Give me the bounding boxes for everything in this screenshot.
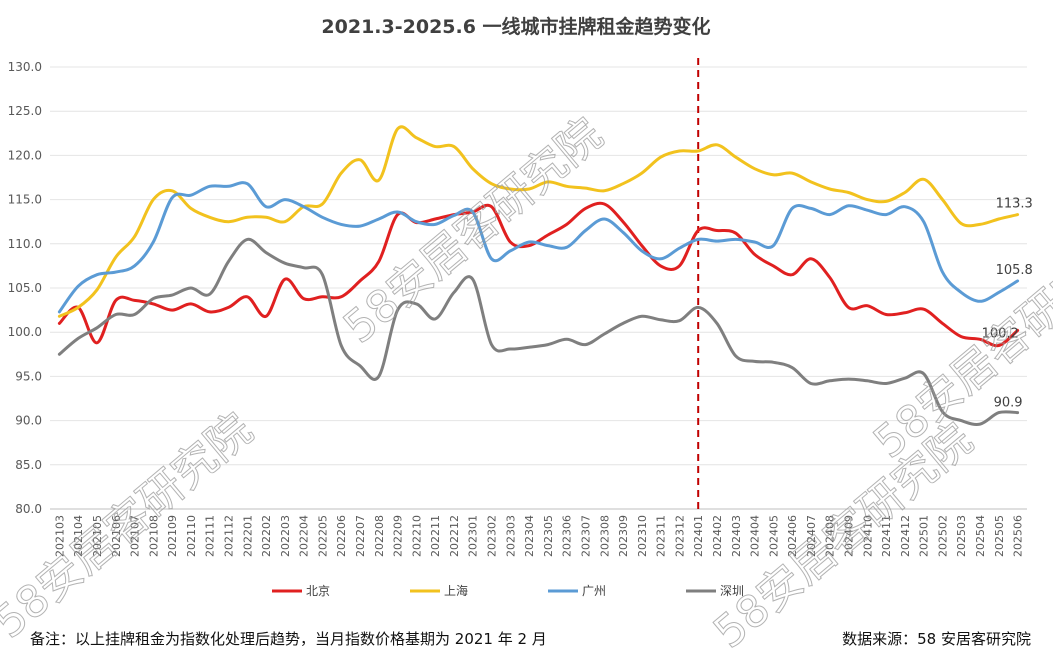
x-tick-label: 202105 — [91, 515, 104, 557]
x-tick-label: 202209 — [392, 515, 405, 557]
y-tick-label: 95.0 — [15, 369, 42, 383]
x-tick-label: 202205 — [316, 515, 329, 557]
x-tick-label: 202401 — [692, 515, 705, 557]
x-tick-label: 202410 — [861, 515, 874, 557]
end-labels: 100.2 113.3 105.8 90.9 — [982, 197, 1033, 411]
end-label: 105.8 — [996, 263, 1033, 278]
x-tick-label: 202504 — [974, 515, 987, 557]
x-tick-label: 202206 — [335, 515, 348, 557]
legend-label: 上海 — [444, 583, 468, 598]
legend-label: 深圳 — [720, 584, 744, 598]
x-tick-label: 202104 — [72, 515, 85, 557]
chart-title: 2021.3-2025.6 一线城市挂牌租金趋势变化 — [321, 15, 710, 38]
x-tick-label: 202311 — [655, 515, 668, 557]
x-tick-label: 202212 — [448, 515, 461, 557]
series-line-2 — [57, 181, 1020, 314]
y-tick-label: 115.0 — [8, 193, 42, 207]
footnote: 备注：以上挂牌租金为指数化处理后趋势，当月指数价格基期为 2021 年 2 月 — [30, 630, 547, 648]
series-line-0 — [57, 201, 1020, 348]
x-tick-label: 202204 — [298, 515, 311, 557]
series-line-1 — [57, 125, 1020, 318]
x-tick-label: 202208 — [373, 515, 386, 557]
x-tick-label: 202505 — [993, 515, 1006, 557]
x-tick-label: 202402 — [711, 515, 724, 557]
end-label: 100.2 — [982, 326, 1019, 341]
series-lines — [57, 125, 1020, 426]
data-source: 数据来源：58 安居客研究院 — [842, 630, 1031, 648]
x-tick-label: 202306 — [561, 515, 574, 557]
y-tick-label: 90.0 — [15, 414, 42, 428]
x-tick-label: 202211 — [429, 515, 442, 557]
x-tick-label: 202312 — [673, 515, 686, 557]
legend-label: 广州 — [582, 584, 606, 598]
end-label: 90.9 — [994, 396, 1023, 411]
y-tick-label: 120.0 — [8, 148, 42, 162]
x-tick-label: 202304 — [523, 515, 536, 557]
x-tick-label: 202308 — [598, 515, 611, 557]
x-tick-label: 202502 — [936, 515, 949, 557]
x-tick-label: 202106 — [110, 515, 123, 557]
y-tick-label: 100.0 — [8, 325, 42, 339]
x-tick-label: 202301 — [467, 515, 480, 557]
x-tick-label: 202405 — [767, 515, 780, 557]
x-axis: 202103 202104 202105 202106 202107 202108 2021… — [53, 515, 1024, 557]
y-tick-label: 80.0 — [15, 502, 42, 516]
x-tick-label: 202503 — [955, 515, 968, 557]
x-tick-label: 202406 — [786, 515, 799, 557]
x-tick-label: 202210 — [410, 515, 423, 557]
x-tick-label: 202111 — [204, 515, 217, 557]
x-tick-label: 202303 — [504, 515, 517, 557]
y-axis: 80.0 85.0 90.0 95.0 100.0 105.0 110.0 115.0 120.… — [8, 60, 42, 516]
y-tick-label: 125.0 — [8, 104, 42, 118]
x-tick-label: 202302 — [486, 515, 499, 557]
x-tick-label: 202411 — [880, 515, 893, 557]
x-tick-label: 202409 — [843, 515, 856, 557]
y-tick-label: 105.0 — [8, 281, 42, 295]
x-tick-label: 202107 — [129, 515, 142, 557]
x-tick-label: 202309 — [617, 515, 630, 557]
x-tick-label: 202305 — [542, 515, 555, 557]
end-label: 113.3 — [996, 197, 1033, 212]
watermark-text: 58安居客研究院 — [334, 109, 612, 354]
x-tick-label: 202201 — [241, 515, 254, 557]
x-tick-label: 202408 — [824, 515, 837, 557]
x-tick-label: 202202 — [260, 515, 273, 557]
legend: 北京 上海 广州 深圳 — [272, 583, 744, 598]
x-tick-label: 202412 — [899, 515, 912, 557]
series-line-3 — [57, 237, 1020, 426]
x-tick-label: 202109 — [166, 515, 179, 557]
x-tick-label: 202207 — [354, 515, 367, 557]
x-tick-label: 202108 — [147, 515, 160, 557]
y-tick-label: 85.0 — [15, 458, 42, 472]
x-tick-label: 202501 — [918, 515, 931, 557]
y-tick-label: 130.0 — [8, 60, 42, 74]
x-tick-label: 202110 — [185, 515, 198, 557]
x-tick-label: 202407 — [805, 515, 818, 557]
x-tick-label: 202403 — [730, 515, 743, 557]
x-tick-label: 202203 — [279, 515, 292, 557]
x-tick-label: 202404 — [749, 515, 762, 557]
x-tick-label: 202103 — [53, 515, 66, 557]
x-tick-label: 202307 — [579, 515, 592, 557]
x-tick-label: 202310 — [636, 515, 649, 557]
x-tick-label: 202112 — [222, 515, 235, 557]
legend-label: 北京 — [306, 584, 330, 598]
x-tick-label: 202506 — [1012, 515, 1025, 557]
y-tick-label: 110.0 — [8, 237, 42, 251]
